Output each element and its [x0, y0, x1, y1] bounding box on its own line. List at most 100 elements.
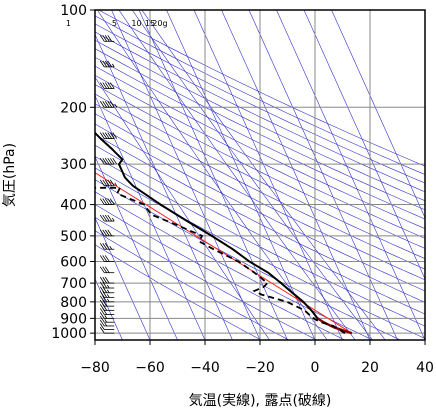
isotherm-line [303, 10, 425, 280]
wind-barb [99, 276, 115, 284]
wind-barb-flag [99, 255, 105, 262]
dry-adiabat-line [95, 31, 425, 193]
isotherm-line [95, 94, 206, 340]
wind-barb-flag [107, 101, 113, 108]
wind-barb [99, 101, 118, 108]
wind-barb-flag [102, 179, 108, 187]
wind-barb [99, 60, 115, 68]
wind-barb [99, 299, 115, 307]
wind-barb [99, 255, 115, 262]
wind-barb-flag [99, 35, 105, 42]
wind-barb [99, 326, 115, 334]
wind-barb-flag [104, 276, 110, 284]
wind-barb-flag [102, 60, 108, 68]
wind-barb [99, 308, 115, 315]
wind-barb-half [104, 318, 108, 323]
wind-barb-flag [102, 255, 108, 262]
wind-barb-flag [99, 312, 105, 319]
wind-barb-flag [109, 157, 115, 165]
wind-barb-flag [102, 286, 108, 294]
x-tick-label: −20 [245, 360, 275, 376]
wind-barb-flag [102, 157, 108, 165]
mixing-ratio-label: 20g [152, 19, 167, 28]
wind-barb-flag [102, 132, 108, 139]
dry-adiabat-line [95, 113, 425, 281]
isotherm-line [95, 155, 178, 340]
dry-adiabat-line [95, 179, 401, 340]
wind-barb-half [104, 322, 108, 327]
wind-barb-flag [102, 198, 108, 205]
wind-barb [99, 243, 115, 250]
wind-barb [99, 266, 115, 274]
wind-barb-flag [107, 229, 113, 237]
wind-barb-half [106, 289, 110, 294]
x-tick-label: −40 [190, 360, 220, 376]
mixing-ratio-line [141, 10, 386, 340]
wind-barb [99, 312, 115, 319]
wind-barb-flag [104, 35, 110, 42]
wind-barb-flag [108, 10, 110, 11]
dry-adiabat-line [95, 191, 373, 340]
wind-barb-flag [99, 326, 105, 334]
wind-barb-flag [102, 243, 108, 250]
wind-barb-half [109, 246, 113, 250]
wind-barb-half [114, 104, 118, 108]
wind-barb-flag [99, 60, 105, 68]
profiles [95, 131, 353, 335]
x-tick-label: −60 [135, 360, 165, 376]
wind-barb-flag [104, 60, 110, 68]
wind-barb-flag [99, 229, 105, 237]
dry-adiabat-line [95, 216, 317, 340]
wind-barb-flag [109, 132, 115, 139]
wind-barb [99, 286, 115, 294]
pressure-gridlines [95, 10, 425, 340]
dewpoint-line [95, 186, 346, 334]
y-tick-label: 400 [60, 198, 87, 214]
y-tick-label: 500 [60, 229, 87, 245]
x-tick-label: 40 [416, 360, 434, 376]
wind-barb-flag [107, 132, 113, 139]
wind-barb-flag [99, 323, 105, 330]
wind-barb-flag [99, 315, 105, 323]
x-axis-title: 気温(実線), 露点(破線) [189, 393, 332, 409]
wind-barb-flag [102, 291, 108, 298]
wind-barb-flag [102, 281, 108, 289]
wind-barb-flag [99, 214, 105, 222]
wind-barb [99, 132, 118, 139]
mixing-ratio-label: 10 [131, 19, 141, 28]
dry-adiabat-line [95, 93, 425, 259]
mixing-ratio-label: 5 [112, 19, 117, 28]
mixing-ratio-line [97, 10, 328, 340]
wind-barb-flag [99, 179, 105, 187]
temperature-line [95, 131, 353, 335]
dry-adiabat-line [95, 48, 425, 211]
y-tick-label: 1000 [51, 326, 87, 342]
wind-barb-flag [99, 101, 105, 108]
wind-barb [99, 315, 115, 323]
y-tick-label: 100 [60, 3, 87, 19]
wind-barb [99, 82, 115, 89]
wind-barb-flag [102, 214, 108, 222]
wind-barb [99, 319, 115, 327]
wind-barb [99, 229, 115, 237]
wind-barb-flag [106, 10, 107, 11]
wind-barb-flag [107, 35, 113, 42]
isotherm-line [111, 10, 261, 340]
isotherm-line [138, 10, 288, 340]
wind-barb [99, 157, 118, 165]
y-tick-label: 300 [60, 157, 87, 173]
wind-barb-flag [107, 198, 113, 205]
y-tick-label: 800 [60, 295, 87, 311]
wind-barb-flag [107, 82, 113, 89]
dry-adiabat-line [95, 230, 290, 340]
dry-adiabat-line [95, 39, 425, 202]
wind-barb-flag [107, 214, 113, 222]
dry-adiabat-line [95, 84, 425, 249]
y-tick-label: 900 [60, 311, 87, 327]
wind-barb-flag [104, 157, 110, 165]
wind-barb-flag [109, 179, 115, 187]
wind-barb [99, 214, 115, 222]
wind-barb-flag [104, 179, 110, 187]
wind-barb-half [106, 298, 110, 303]
wind-barb-half [111, 217, 115, 222]
